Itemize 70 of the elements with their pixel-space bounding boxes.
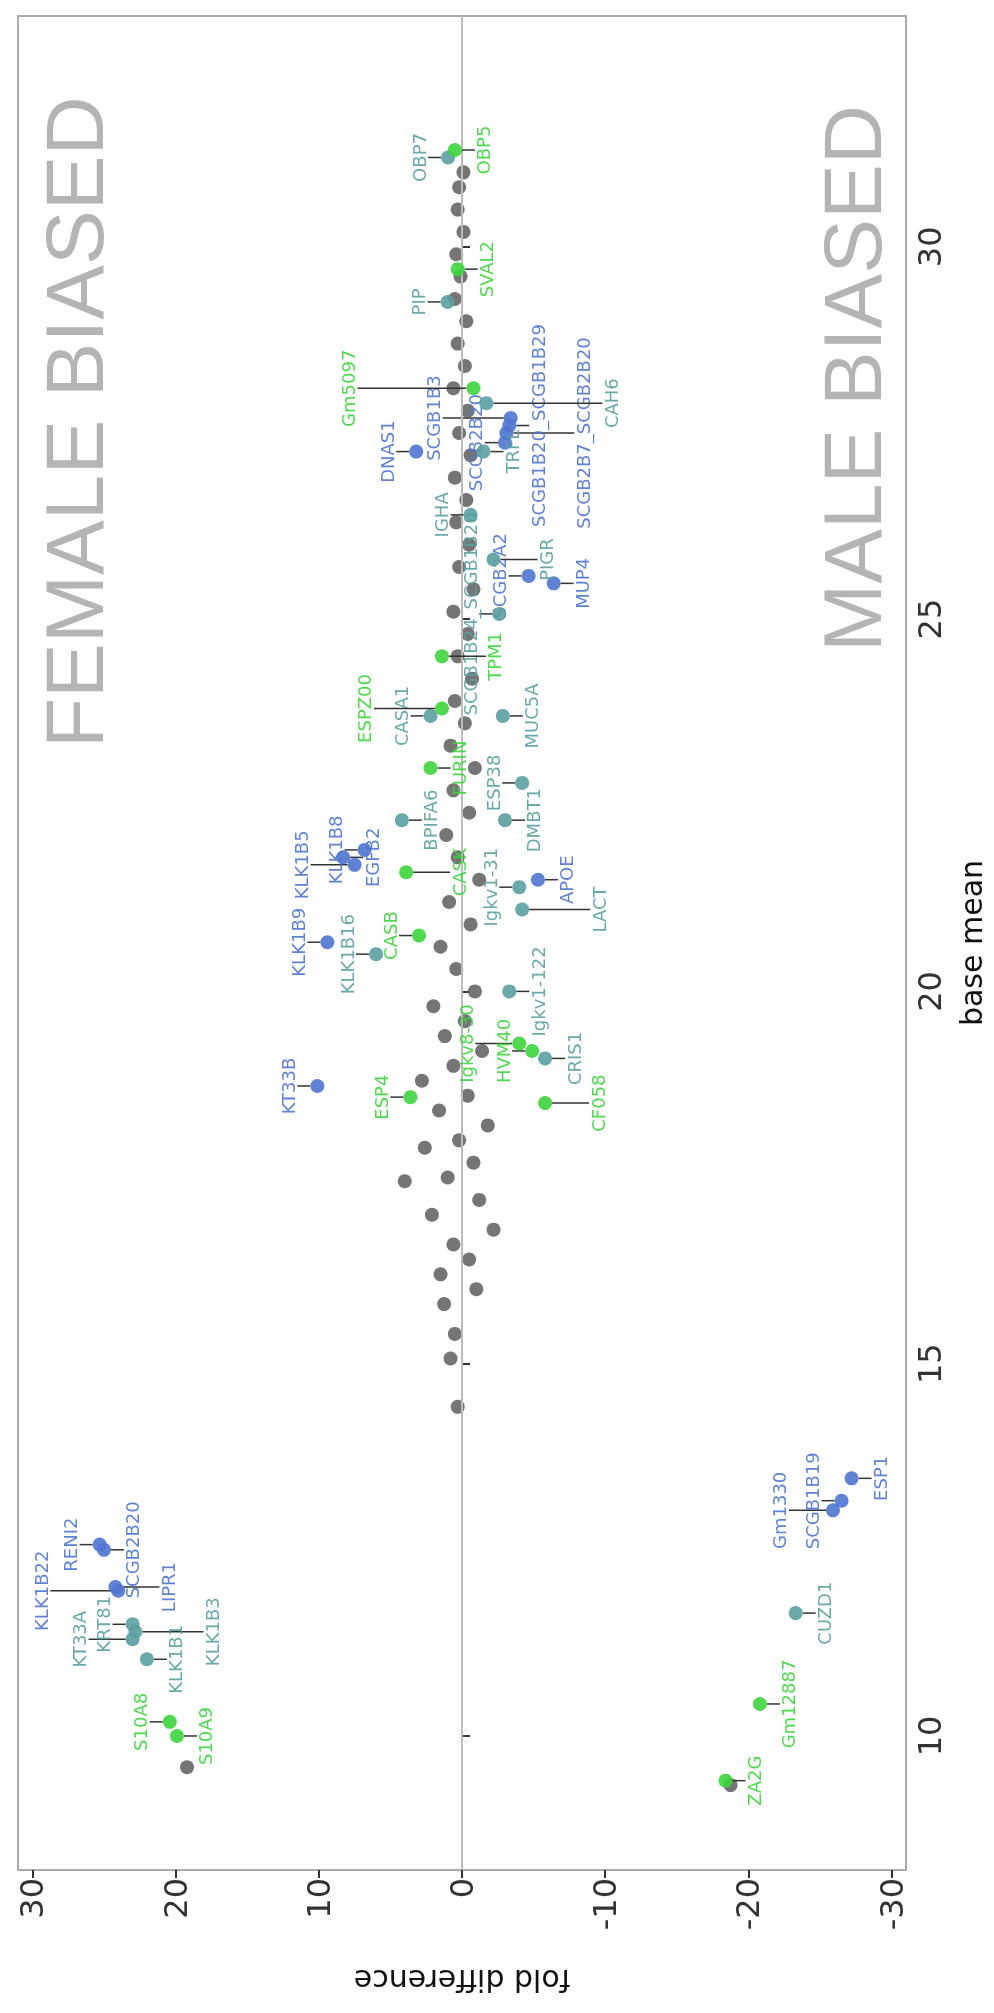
data-label: SCGB2B20	[122, 1501, 144, 1599]
data-label: MUP4	[572, 557, 594, 609]
data-label: PIP	[408, 288, 430, 316]
data-label: SCGB1B3	[423, 375, 445, 461]
y-tick-label: 15	[911, 1343, 949, 1385]
data-label: SCGB1B19	[802, 1452, 824, 1550]
data-label: KLK1B5	[291, 830, 313, 900]
data-label: Gm12887	[778, 1659, 800, 1749]
data-label: CF058	[587, 1074, 609, 1132]
data-label: ESPZ00	[354, 674, 376, 743]
data-label: DNAS1	[376, 420, 398, 483]
data-label: IGHA	[431, 491, 453, 538]
data-label: KT33B	[277, 1057, 299, 1115]
y-tick-label: 10	[911, 1715, 949, 1757]
x-tick-label: -10	[586, 1878, 625, 1931]
data-label: ESP38	[482, 754, 504, 812]
data-label: ESP4	[370, 1074, 392, 1120]
y-tick-label: 25	[911, 598, 949, 640]
data-label: ESP1	[870, 1455, 892, 1501]
annotation: FEMALE BIASED	[28, 96, 120, 748]
x-tick-label: 20	[156, 1878, 195, 1919]
data-label: KT33A	[69, 1610, 91, 1668]
y-axis-title: base mean	[953, 859, 989, 1027]
data-label: EGFB2	[361, 827, 383, 888]
x-tick-label: -20	[729, 1878, 768, 1931]
data-label: ZA2G	[744, 1755, 766, 1806]
x-axis-title: fold difference	[353, 1962, 571, 1998]
x-tick-label: 0	[443, 1878, 481, 1899]
data-label: CAH6	[600, 378, 622, 429]
data-label: KLK1B9	[287, 907, 309, 977]
data-label: KLK1B16	[336, 914, 358, 995]
data-label: DMBT1	[523, 788, 545, 853]
data-label: OBP7	[408, 133, 430, 182]
data-label: CASA1	[390, 685, 412, 747]
data-label: LIPR1	[157, 1561, 179, 1613]
data-label: S10A8	[130, 1692, 152, 1751]
data-label: CUZD1	[814, 1581, 836, 1645]
data-label: SCGB2B20	[465, 394, 487, 492]
data-label: S10A9	[195, 1706, 217, 1766]
data-label: TPM1	[484, 631, 506, 682]
y-tick-label: 30	[911, 226, 949, 268]
data-label: KLK1B22	[30, 1550, 52, 1631]
data-label: KRT81	[93, 1595, 115, 1653]
data-label: SCGB1B20_SCGB1B29	[527, 324, 550, 528]
data-label: RENI2	[60, 1517, 82, 1572]
data-label: Gm5097	[337, 349, 359, 427]
data-label: Igkv1-122	[527, 946, 549, 1037]
data-label: APOE	[556, 855, 578, 905]
data-label: CASK	[448, 847, 470, 897]
data-label: CRIS1	[563, 1031, 585, 1086]
data-label: Gm1330	[769, 1471, 791, 1550]
data-label: Igkv1-31	[479, 847, 501, 927]
annotation: MALE BIASED	[806, 105, 898, 652]
x-tick-label: 10	[299, 1878, 338, 1919]
data-label: FURIN	[448, 740, 470, 796]
data-label: Igkv8-30	[455, 1004, 477, 1083]
data-label: SVAL2	[476, 240, 498, 298]
data-label: OBP5	[473, 125, 495, 175]
data-label: MUC5A	[521, 682, 543, 749]
data-label: KLK1B1	[165, 1624, 187, 1694]
data-label: SCGB2B7_SCGB2B20	[572, 337, 595, 529]
data-label: LACT	[588, 885, 610, 933]
data-label: PIGR	[536, 538, 558, 581]
data-label: HVM40	[492, 1018, 514, 1084]
data-label: BPIFA6	[420, 789, 442, 851]
x-tick-label: 30	[13, 1878, 52, 1919]
data-label: CASB	[379, 911, 401, 960]
y-tick-label: 20	[911, 971, 949, 1012]
x-tick-label: -30	[872, 1878, 911, 1931]
data-label: KLK1B3	[201, 1597, 223, 1667]
